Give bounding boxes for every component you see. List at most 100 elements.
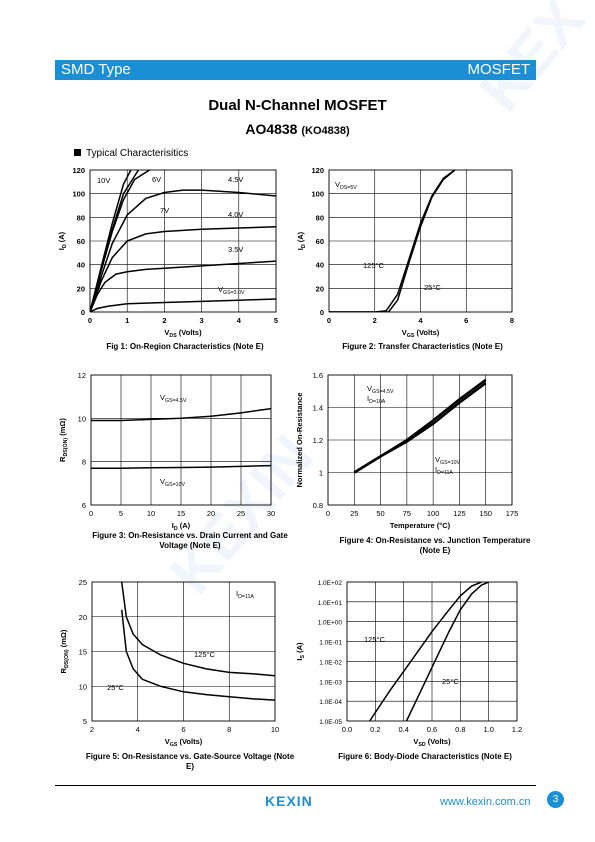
x-tick-label: 25 [350, 509, 358, 518]
y-tick-label: 40 [316, 261, 324, 270]
x-axis-label: VSD (Volts) [413, 737, 451, 748]
y-axis-label: ID (A) [296, 231, 307, 250]
footer-url[interactable]: www.kexin.com.cn [440, 796, 531, 808]
series-line [405, 582, 489, 721]
annotation: 25°C [107, 683, 124, 692]
x-tick-label: 1.0 [483, 725, 493, 734]
footer-rule [55, 785, 536, 786]
y-tick-label: 60 [77, 237, 85, 246]
annotation: VGS=4.5V [367, 384, 394, 395]
y-axis-label: IS (A) [295, 642, 306, 661]
x-tick-label: 0 [88, 316, 92, 325]
y-axis-label: RDS(ON) (mΩ) [59, 629, 70, 673]
x-axis-label: VGS (Volts) [165, 737, 203, 748]
y-tick-label: 1.0E-02 [319, 659, 342, 666]
series-label: 3.5V [228, 245, 243, 254]
y-tick-label: 5 [83, 717, 87, 726]
series-label: 10V [97, 176, 110, 185]
caption-1: Fig 1: On-Region Characteristics (Note E… [106, 342, 264, 351]
x-tick-label: 4 [418, 316, 423, 325]
y-tick-label: 20 [79, 613, 87, 622]
x-tick-label: 1.2 [512, 725, 522, 734]
y-tick-label: 20 [77, 284, 85, 293]
bullet-square-icon [74, 149, 81, 156]
x-tick-label: 0.4 [398, 725, 408, 734]
y-tick-label: 8 [82, 458, 86, 467]
series-line [329, 170, 456, 312]
y-tick-label: 0.8 [313, 501, 323, 510]
series-label: 4.5V [228, 175, 243, 184]
x-tick-label: 0.0 [342, 725, 352, 734]
caption-5: Figure 5: On-Resistance vs. Gate-Source … [85, 752, 295, 771]
x-tick-label: 8 [227, 725, 231, 734]
section-heading: Typical Characterisitics [74, 148, 188, 159]
series-line [90, 189, 276, 312]
doc-title: Dual N-Channel MOSFET [208, 97, 387, 114]
caption-3: Figure 3: On-Resistance vs. Drain Curren… [92, 531, 288, 550]
series-line [90, 260, 276, 312]
header-banner: SMD Type MOSFET [55, 60, 536, 80]
annotation: VGS=10V [435, 455, 461, 466]
y-tick-label: 12 [78, 371, 86, 380]
x-tick-label: 5 [274, 316, 278, 325]
annotation: ID=11A [236, 589, 254, 600]
x-tick-label: 100 [427, 509, 440, 518]
y-axis-label: RDS(ON) (mΩ) [58, 418, 69, 462]
y-tick-label: 1.0E-01 [319, 640, 342, 647]
y-tick-label: 1.0E+00 [318, 620, 343, 627]
series-line [90, 298, 276, 312]
y-tick-label: 1 [319, 469, 323, 478]
plot-frame [90, 374, 272, 506]
caption-4: Figure 4: On-Resistance vs. Junction Tem… [339, 536, 531, 555]
y-tick-label: 60 [316, 237, 324, 246]
caption-2: Figure 2: Transfer Characteristics (Note… [342, 342, 503, 351]
x-tick-label: 10 [147, 509, 155, 518]
y-tick-label: 1.6 [313, 371, 323, 380]
y-tick-label: 1.0E-04 [319, 699, 342, 706]
y-tick-label: 80 [316, 213, 324, 222]
y-tick-label: 100 [311, 190, 324, 199]
y-tick-label: 1.2 [313, 436, 323, 445]
series-line [353, 382, 487, 474]
series-line [369, 582, 482, 721]
y-tick-label: 6 [82, 501, 86, 510]
series-line [91, 407, 271, 422]
y-tick-label: 10 [79, 682, 87, 691]
x-axis-label: VDS (Volts) [164, 328, 202, 339]
x-tick-label: 20 [207, 509, 215, 518]
y-tick-label: 10 [78, 414, 86, 423]
annotation: 125°C [363, 261, 385, 270]
x-tick-label: 8 [510, 316, 514, 325]
series-label: VGS=10V [160, 477, 186, 488]
x-tick-label: 10 [271, 725, 279, 734]
x-axis-label: VGS (Volts) [402, 328, 440, 339]
x-axis-label: ID (A) [172, 521, 191, 532]
series-label: VGS=4.5V [160, 393, 187, 404]
x-axis-label: Temperature (°C) [390, 521, 451, 530]
plot-frame [346, 581, 518, 722]
x-tick-label: 0 [327, 316, 331, 325]
x-tick-label: 0.2 [370, 725, 380, 734]
y-tick-label: 120 [311, 166, 324, 175]
header-right: MOSFET [467, 61, 531, 78]
series-label: 4.0V [228, 210, 243, 219]
y-axis-label: ID (A) [57, 231, 68, 250]
series-line [90, 226, 276, 312]
plot-frame [328, 169, 513, 313]
plot-frame [327, 374, 513, 506]
x-tick-label: 4 [237, 316, 242, 325]
x-tick-label: 6 [181, 725, 185, 734]
header-left: SMD Type [61, 61, 131, 78]
x-tick-label: 125 [453, 509, 466, 518]
x-tick-label: 5 [119, 509, 123, 518]
x-tick-label: 2 [90, 725, 94, 734]
plot-frame [89, 169, 277, 313]
x-tick-label: 0.8 [455, 725, 465, 734]
annotation: 25°C [424, 283, 441, 292]
annotation: 25°C [442, 677, 459, 686]
x-tick-label: 0 [89, 509, 93, 518]
